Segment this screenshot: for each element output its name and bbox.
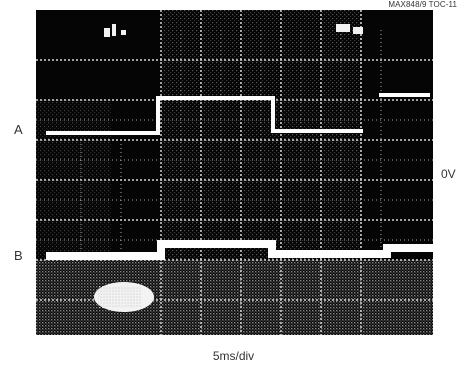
trace-a-waveform [46,93,430,135]
trace-b-label: B [14,248,23,263]
lower-left-artifact [94,282,154,312]
oscilloscope-screen [36,10,433,335]
trace-b-waveform [46,240,433,260]
timebase-label: 5ms/div [212,349,255,363]
scope-display [36,10,433,335]
trace-a-label: A [14,122,23,137]
scope-minor-grid [36,30,433,260]
top-screen-artifacts [104,24,363,37]
scope-background [36,10,433,335]
zero-volt-reference-label: 0V [441,167,456,181]
figure-reference-code: MAX848/9 TOC-11 [388,0,457,9]
